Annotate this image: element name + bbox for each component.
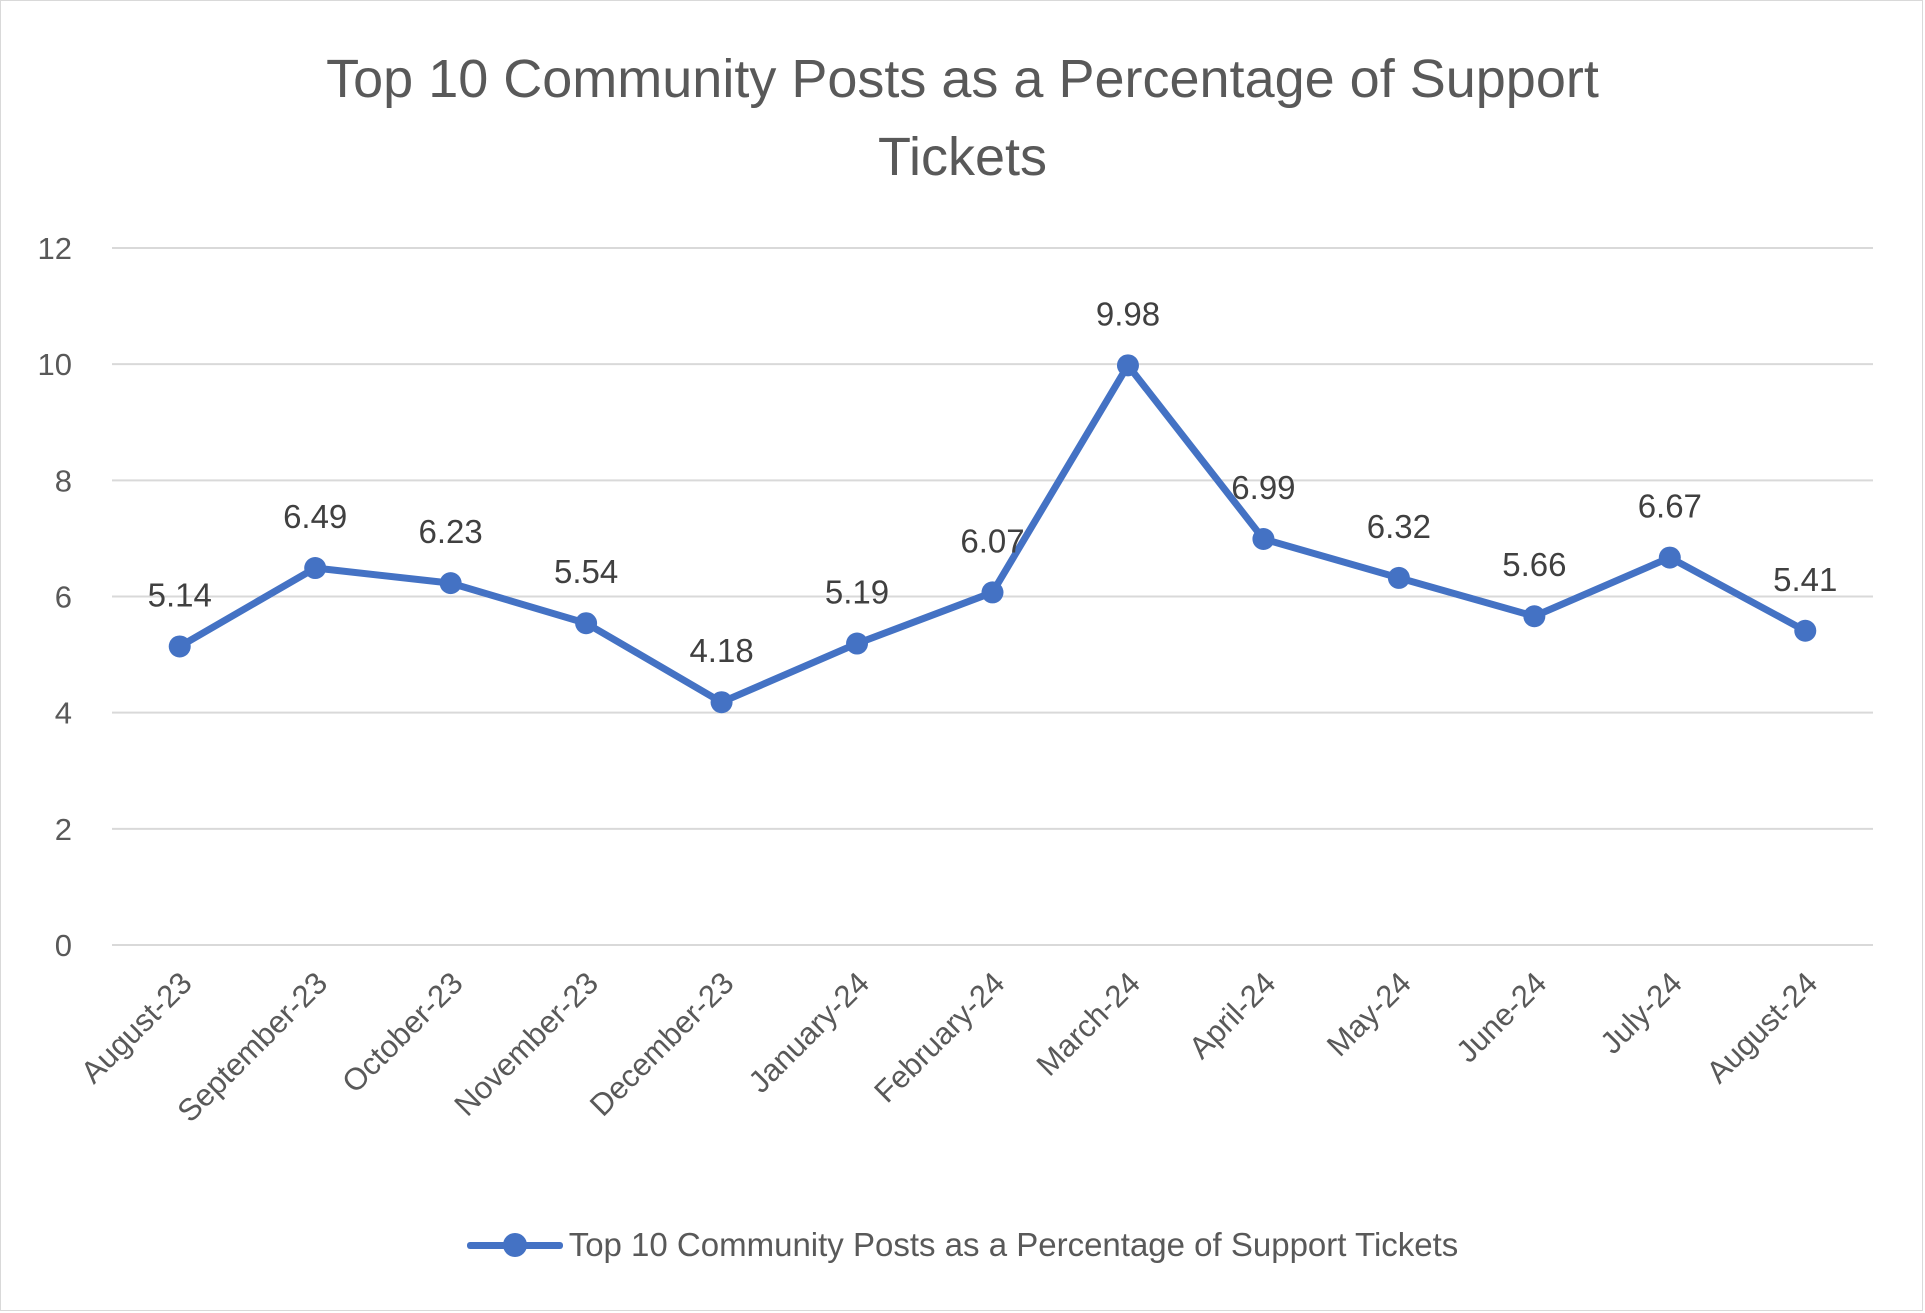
data-label: 6.49: [283, 498, 347, 535]
data-label: 6.23: [419, 513, 483, 550]
x-tick-label: June-24: [1449, 965, 1553, 1069]
data-point: [1252, 527, 1275, 550]
y-tick-label: 12: [38, 231, 72, 266]
x-tick-label: February-24: [867, 965, 1011, 1109]
x-tick-label: July-24: [1593, 965, 1688, 1060]
x-tick-label: August-23: [74, 965, 199, 1090]
data-point: [981, 581, 1004, 604]
data-label: 5.41: [1773, 561, 1837, 598]
data-point: [846, 632, 869, 655]
legend: Top 10 Community Posts as a Percentage o…: [0, 1220, 1925, 1270]
data-point: [575, 612, 598, 635]
data-label: 5.66: [1502, 546, 1566, 583]
data-label: 5.54: [554, 553, 618, 590]
x-tick-label: January-24: [742, 965, 876, 1099]
data-label: 5.19: [825, 574, 889, 611]
legend-marker-icon: [466, 1225, 563, 1265]
data-point: [710, 691, 733, 714]
x-tick-label: December-23: [583, 965, 741, 1123]
chart-title: Top 10 Community Posts as a Percentage o…: [0, 40, 1925, 196]
x-tick-label: October-23: [335, 965, 469, 1099]
x-tick-label: August-24: [1700, 965, 1825, 1090]
y-tick-label: 2: [55, 812, 72, 847]
data-point: [1523, 605, 1546, 628]
data-label: 6.67: [1638, 488, 1702, 525]
x-tick-label: April-24: [1182, 965, 1282, 1065]
data-label: 6.07: [960, 522, 1024, 559]
y-tick-label: 4: [55, 696, 72, 731]
chart-title-text: Top 10 Community Posts as a Percentage o…: [326, 49, 1599, 187]
data-label: 4.18: [689, 632, 753, 669]
data-label: 9.98: [1096, 295, 1160, 332]
data-point: [1116, 354, 1139, 377]
data-label: 6.99: [1231, 469, 1295, 506]
data-point: [168, 635, 191, 658]
y-tick-label: 0: [55, 928, 72, 963]
data-point: [1387, 566, 1410, 589]
x-tick-label: November-23: [448, 965, 606, 1123]
data-label: 6.32: [1367, 508, 1431, 545]
y-tick-label: 10: [38, 347, 72, 382]
data-point: [439, 572, 462, 595]
data-point: [1794, 619, 1817, 642]
y-tick-label: 6: [55, 580, 72, 615]
x-tick-label: March-24: [1030, 965, 1147, 1082]
data-point: [1658, 546, 1681, 569]
data-point: [304, 557, 327, 580]
legend-label: Top 10 Community Posts as a Percentage o…: [568, 1226, 1459, 1263]
data-label: 5.14: [148, 576, 212, 613]
x-tick-label: May-24: [1320, 965, 1418, 1063]
y-tick-label: 8: [55, 463, 72, 498]
